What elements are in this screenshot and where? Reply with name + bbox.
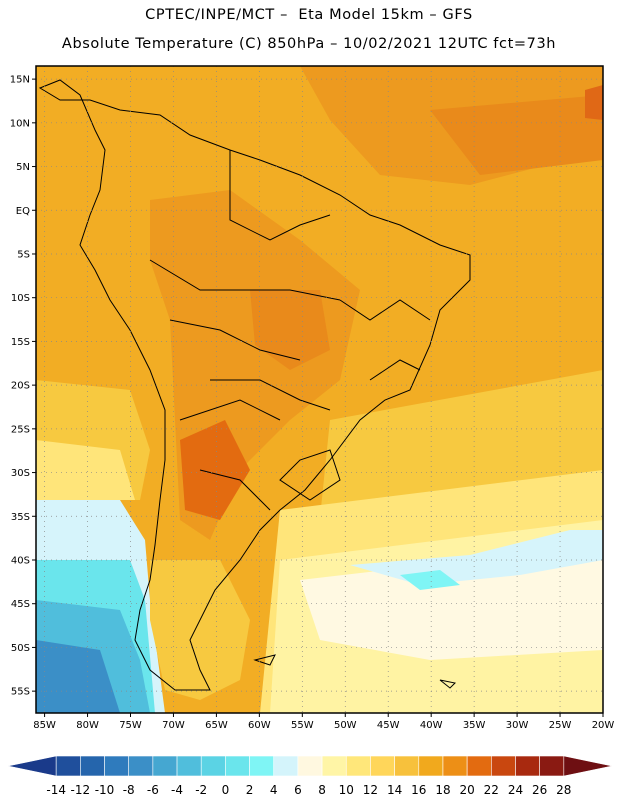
lon-tick-label: 40W	[420, 720, 443, 731]
colorbar-swatch	[104, 755, 129, 777]
lon-tick-label: 30W	[506, 720, 529, 731]
longitude-axis: 85W 80W 75W 70W 65W 60W 55W 50W 45W 40W 35W 30W 25W 2…	[33, 713, 614, 731]
colorbar-label: 12	[363, 783, 378, 797]
colorbar-swatch	[418, 755, 444, 777]
colorbar-label: 0	[222, 783, 230, 797]
colorbar-label: -4	[171, 783, 183, 797]
lat-tick-label: 55S	[11, 687, 30, 698]
colorbar-label: 26	[532, 783, 547, 797]
colorbar-swatch	[152, 755, 178, 777]
lat-tick-label: 5S	[17, 249, 30, 260]
lat-tick-label: 40S	[11, 555, 30, 566]
lon-tick-label: 70W	[162, 720, 185, 731]
lat-tick-label: 5N	[16, 162, 30, 173]
map-title-line1: CPTEC/INPE/MCT – Eta Model 15km – GFS	[145, 7, 473, 23]
colorbar-label: 6	[294, 783, 302, 797]
colorbar-swatch	[200, 755, 226, 777]
lon-tick-label: 75W	[119, 720, 142, 731]
colorbar-swatch	[225, 755, 250, 777]
lon-tick-label: 85W	[33, 720, 56, 731]
temperature-field	[36, 66, 603, 713]
lon-tick-label: 50W	[334, 720, 357, 731]
colorbar-label: 28	[556, 783, 571, 797]
lon-tick-label: 35W	[463, 720, 486, 731]
colorbar-swatch	[249, 755, 275, 777]
lon-tick-label: 80W	[76, 720, 99, 731]
colorbar-swatch	[7, 755, 57, 777]
colorbar-label: 20	[459, 783, 474, 797]
colorbar-swatch	[80, 755, 105, 777]
coastlines	[38, 79, 471, 691]
colorbar-swatch	[466, 755, 492, 777]
colorbar-swatch	[297, 755, 323, 777]
lon-tick-label: 60W	[248, 720, 271, 731]
lat-tick-label: 50S	[11, 643, 30, 654]
colorbar-label: 4	[270, 783, 278, 797]
colorbar-label: -8	[123, 783, 135, 797]
colorbar-label: 16	[411, 783, 426, 797]
lat-tick-label: 20S	[11, 381, 30, 392]
map-frame	[35, 65, 604, 714]
colorbar-label: 14	[387, 783, 402, 797]
lat-tick-label: 35S	[11, 512, 30, 523]
colorbar-swatch	[370, 755, 395, 777]
colorbar-swatch	[491, 755, 516, 777]
colorbar-label: 22	[484, 783, 499, 797]
lat-tick-label: EQ	[16, 206, 30, 217]
colorbar-swatch	[539, 755, 565, 777]
lon-tick-label: 20W	[592, 720, 615, 731]
colorbar-swatch	[515, 755, 540, 777]
colorbar-label: 2	[246, 783, 254, 797]
lon-tick-label: 65W	[205, 720, 228, 731]
colorbar-label: -6	[147, 783, 159, 797]
colorbar-swatch	[273, 755, 299, 777]
colorbar-label: -10	[95, 783, 115, 797]
colorbar-swatch	[321, 755, 347, 777]
colorbar-swatch	[55, 755, 81, 777]
lat-tick-label: 45S	[11, 599, 30, 610]
colorbar-swatch	[563, 755, 613, 777]
latitude-axis: 15N 10N 5N EQ 5S 10S 15S 20S 25S 30S 35S 40S 45S 50S 5…	[10, 75, 36, 698]
colorbar-label: -2	[195, 783, 207, 797]
colorbar-label: 24	[508, 783, 523, 797]
colorbar-label: 18	[435, 783, 450, 797]
colorbar-swatch	[394, 755, 420, 777]
lon-tick-label: 45W	[377, 720, 400, 731]
lat-tick-label: 25S	[11, 424, 30, 435]
lat-tick-label: 10S	[11, 293, 30, 304]
colorbar-swatch	[128, 755, 154, 777]
lon-tick-label: 25W	[549, 720, 572, 731]
colorbar-label: -12	[71, 783, 91, 797]
colorbar-label: 10	[339, 783, 354, 797]
lat-tick-label: 30S	[11, 468, 30, 479]
lat-tick-label: 15S	[11, 337, 30, 348]
lat-tick-label: 15N	[10, 75, 30, 86]
colorbar-label: -14	[46, 783, 66, 797]
colorbar-swatch	[345, 755, 371, 777]
colorbar-label: 8	[318, 783, 326, 797]
colorbar-swatch	[442, 755, 468, 777]
lon-tick-label: 55W	[291, 720, 314, 731]
colorbar-swatch	[176, 755, 202, 777]
map-title-line2: Absolute Temperature (C) 850hPa – 10/02/…	[61, 36, 557, 52]
lat-tick-label: 10N	[10, 118, 30, 129]
